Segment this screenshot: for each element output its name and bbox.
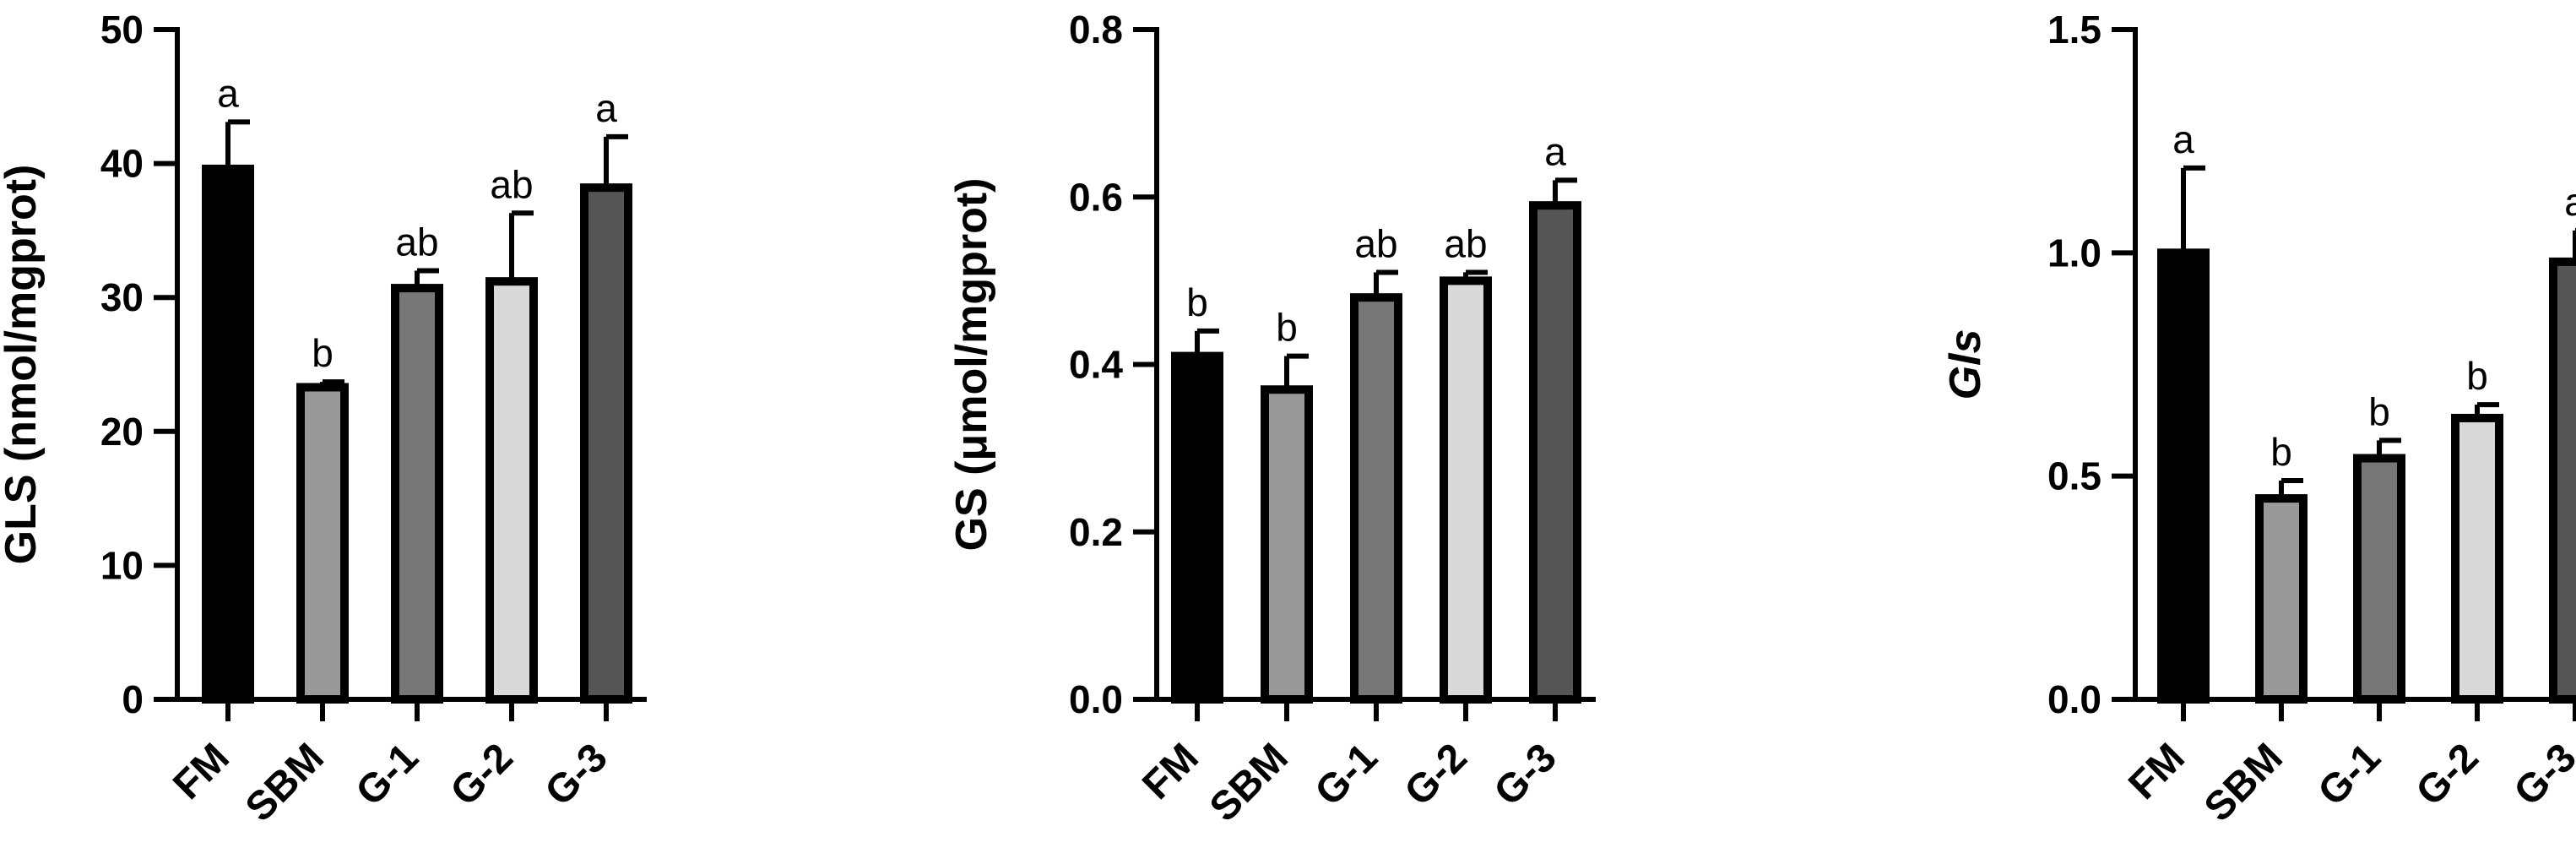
sig-letter-3-4: b	[2466, 354, 2488, 398]
y-tick-label-1-2: 10	[100, 543, 144, 587]
bar-3-4	[2451, 413, 2503, 704]
category-label-2-3: G-1	[1307, 735, 1386, 814]
sig-letter-1-4: ab	[490, 162, 533, 206]
y-tick-label-2-4: 0.6	[1069, 175, 1123, 219]
sig-letter-1-3: ab	[395, 220, 438, 264]
category-label-2-5: G-3	[1486, 735, 1565, 814]
y-tick-label-3-3: 1.0	[2047, 231, 2101, 275]
sig-letter-2-4: ab	[1444, 221, 1487, 265]
y-tick-label-3-1: 0.0	[2047, 677, 2101, 721]
bar-1-5	[580, 183, 632, 704]
bar-2-2	[1261, 385, 1313, 704]
bar-3-5	[2549, 257, 2576, 704]
bar-1-4	[485, 277, 538, 704]
bar-2-4	[1440, 276, 1492, 704]
y-axis-title-1: GLS (nmol/mgprot)	[0, 165, 46, 565]
sig-letter-1-1: a	[217, 71, 239, 115]
category-label-2-1: FM	[1134, 735, 1207, 807]
y-axis-title-2: GS (μmol/mgprot)	[947, 178, 996, 552]
y-tick-label-2-5: 0.8	[1069, 8, 1123, 52]
bar-2-1	[1171, 351, 1223, 704]
bar-2-5	[1529, 201, 1581, 704]
y-tick-label-3-2: 0.5	[2047, 454, 2101, 498]
category-label-3-3: G-1	[2310, 735, 2389, 814]
sig-letter-1-5: a	[595, 86, 617, 130]
sig-letter-2-5: a	[1544, 129, 1566, 173]
category-label-1-3: G-1	[348, 735, 427, 814]
y-tick-label-1-4: 30	[100, 275, 144, 319]
y-tick-label-1-1: 0	[122, 677, 144, 721]
y-tick-label-1-6: 50	[100, 8, 144, 52]
bar-2-3	[1350, 293, 1402, 704]
y-tick-label-2-1: 0.0	[1069, 677, 1123, 721]
bar-1-3	[391, 284, 443, 704]
sig-letter-2-1: b	[1186, 280, 1208, 324]
bar-1-1	[202, 164, 254, 704]
category-label-3-2: SBM	[2196, 735, 2291, 830]
category-label-2-2: SBM	[1201, 735, 1297, 830]
sig-letter-2-2: b	[1276, 306, 1298, 350]
sig-letter-2-3: ab	[1354, 221, 1397, 265]
category-label-1-4: G-2	[442, 735, 522, 814]
sig-letter-3-2: b	[2270, 430, 2292, 474]
sig-letter-3-1: a	[2172, 117, 2194, 161]
y-tick-label-3-4: 1.5	[2047, 8, 2101, 52]
category-label-2-4: G-2	[1396, 735, 1476, 814]
sig-letter-3-3: b	[2368, 389, 2390, 433]
category-label-3-4: G-2	[2408, 735, 2487, 814]
y-tick-label-1-5: 40	[100, 142, 144, 186]
y-tick-label-2-2: 0.2	[1069, 510, 1123, 554]
category-label-1-5: G-3	[537, 735, 616, 814]
bar-3-2	[2255, 494, 2308, 704]
category-label-1-1: FM	[165, 735, 237, 807]
bar-3-1	[2157, 248, 2210, 704]
sig-letter-3-5: a	[2564, 180, 2576, 224]
category-label-1-2: SBM	[237, 735, 333, 830]
bar-1-2	[296, 383, 349, 704]
chart-panel-3: a b b b a 0.0 0.5 1.0 1.5 FM SBM G-1 G-2 G-3 Gls	[1941, 8, 2576, 830]
category-label-3-5: G-3	[2506, 735, 2576, 814]
category-label-3-1: FM	[2120, 735, 2193, 807]
y-tick-label-2-3: 0.4	[1069, 343, 1123, 387]
y-axis-title-3: Gls	[1941, 329, 1990, 400]
bar-3-3	[2353, 454, 2405, 704]
sig-letter-1-2: b	[312, 331, 334, 375]
y-tick-label-1-3: 20	[100, 410, 144, 454]
